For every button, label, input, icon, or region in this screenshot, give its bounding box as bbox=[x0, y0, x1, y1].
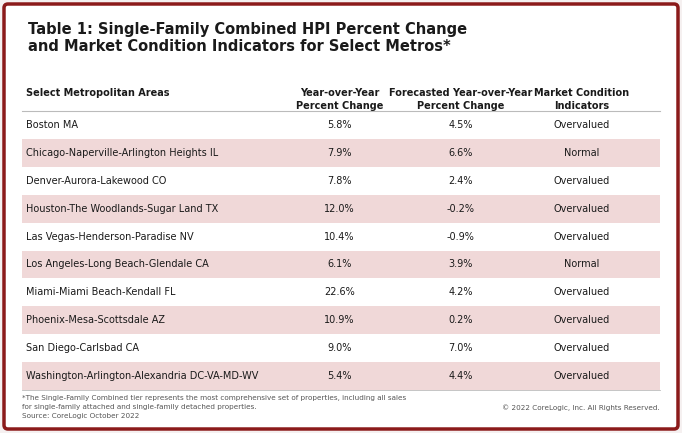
Text: Las Vegas-Henderson-Paradise NV: Las Vegas-Henderson-Paradise NV bbox=[26, 232, 194, 242]
Text: Overvalued: Overvalued bbox=[554, 315, 610, 325]
Text: Overvalued: Overvalued bbox=[554, 120, 610, 130]
Text: 4.4%: 4.4% bbox=[449, 371, 473, 381]
Text: Los Angeles-Long Beach-Glendale CA: Los Angeles-Long Beach-Glendale CA bbox=[26, 259, 209, 269]
Text: Overvalued: Overvalued bbox=[554, 176, 610, 186]
Text: 10.4%: 10.4% bbox=[324, 232, 355, 242]
Text: for single-family attached and single-family detached properties.: for single-family attached and single-fa… bbox=[22, 404, 256, 410]
Text: *The Single-Family Combined tier represents the most comprehensive set of proper: *The Single-Family Combined tier represe… bbox=[22, 395, 406, 401]
Text: 12.0%: 12.0% bbox=[324, 204, 355, 213]
Text: and Market Condition Indicators for Select Metros*: and Market Condition Indicators for Sele… bbox=[28, 39, 451, 54]
Bar bbox=[22, 223, 660, 251]
Text: 6.1%: 6.1% bbox=[327, 259, 352, 269]
Text: Washington-Arlington-Alexandria DC-VA-MD-WV: Washington-Arlington-Alexandria DC-VA-MD… bbox=[26, 371, 258, 381]
Text: 22.6%: 22.6% bbox=[324, 288, 355, 297]
Text: Boston MA: Boston MA bbox=[26, 120, 78, 130]
Bar bbox=[22, 111, 660, 139]
Text: Overvalued: Overvalued bbox=[554, 204, 610, 213]
Text: Phoenix-Mesa-Scottsdale AZ: Phoenix-Mesa-Scottsdale AZ bbox=[26, 315, 165, 325]
Text: Normal: Normal bbox=[564, 259, 599, 269]
Text: Normal: Normal bbox=[564, 148, 599, 158]
Text: Overvalued: Overvalued bbox=[554, 343, 610, 353]
Text: Year-over-Year
Percent Change: Year-over-Year Percent Change bbox=[296, 88, 383, 111]
Text: Miami-Miami Beach-Kendall FL: Miami-Miami Beach-Kendall FL bbox=[26, 288, 175, 297]
Text: © 2022 CoreLogic, Inc. All Rights Reserved.: © 2022 CoreLogic, Inc. All Rights Reserv… bbox=[502, 404, 660, 410]
Text: Overvalued: Overvalued bbox=[554, 288, 610, 297]
Text: Overvalued: Overvalued bbox=[554, 232, 610, 242]
Text: 9.0%: 9.0% bbox=[327, 343, 352, 353]
Text: 7.0%: 7.0% bbox=[448, 343, 473, 353]
Text: 6.6%: 6.6% bbox=[449, 148, 473, 158]
Text: Source: CoreLogic October 2022: Source: CoreLogic October 2022 bbox=[22, 413, 139, 419]
Text: 5.8%: 5.8% bbox=[327, 120, 352, 130]
Text: Table 1: Single-Family Combined HPI Percent Change: Table 1: Single-Family Combined HPI Perc… bbox=[28, 22, 467, 37]
Bar bbox=[22, 167, 660, 195]
Text: -0.9%: -0.9% bbox=[447, 232, 475, 242]
Bar bbox=[22, 334, 660, 362]
Text: 4.2%: 4.2% bbox=[448, 288, 473, 297]
Text: 4.5%: 4.5% bbox=[448, 120, 473, 130]
Text: 7.8%: 7.8% bbox=[327, 176, 352, 186]
Text: 5.4%: 5.4% bbox=[327, 371, 352, 381]
Bar bbox=[22, 251, 660, 278]
Bar bbox=[22, 195, 660, 223]
Text: 7.9%: 7.9% bbox=[327, 148, 352, 158]
Bar bbox=[22, 139, 660, 167]
Text: Denver-Aurora-Lakewood CO: Denver-Aurora-Lakewood CO bbox=[26, 176, 166, 186]
Bar bbox=[22, 362, 660, 390]
Text: -0.2%: -0.2% bbox=[447, 204, 475, 213]
Text: Forecasted Year-over-Year
Percent Change: Forecasted Year-over-Year Percent Change bbox=[389, 88, 533, 111]
Text: 10.9%: 10.9% bbox=[324, 315, 355, 325]
Text: Houston-The Woodlands-Sugar Land TX: Houston-The Woodlands-Sugar Land TX bbox=[26, 204, 218, 213]
Text: 3.9%: 3.9% bbox=[449, 259, 473, 269]
Text: Market Condition
Indicators: Market Condition Indicators bbox=[534, 88, 629, 111]
Text: Overvalued: Overvalued bbox=[554, 371, 610, 381]
Text: 0.2%: 0.2% bbox=[448, 315, 473, 325]
Bar bbox=[22, 306, 660, 334]
Text: Chicago-Naperville-Arlington Heights IL: Chicago-Naperville-Arlington Heights IL bbox=[26, 148, 218, 158]
Text: San Diego-Carlsbad CA: San Diego-Carlsbad CA bbox=[26, 343, 139, 353]
FancyBboxPatch shape bbox=[4, 4, 678, 429]
Text: Select Metropolitan Areas: Select Metropolitan Areas bbox=[26, 88, 170, 98]
Text: 2.4%: 2.4% bbox=[448, 176, 473, 186]
Bar bbox=[22, 278, 660, 306]
